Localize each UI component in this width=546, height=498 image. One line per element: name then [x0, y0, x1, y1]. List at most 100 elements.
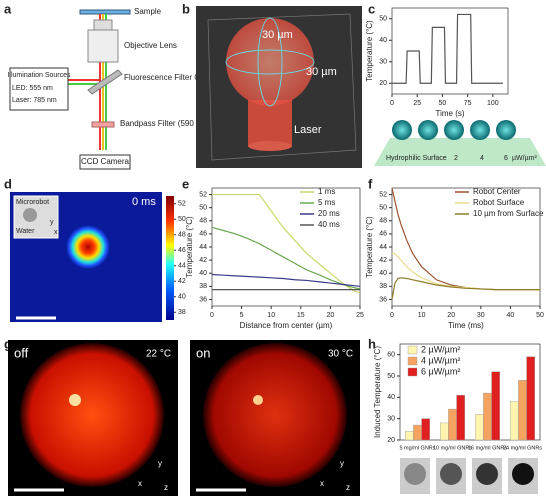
robot: [444, 120, 464, 140]
y-tick-label: 36: [379, 296, 387, 303]
legend-label: 2 µW/µm²: [421, 344, 460, 354]
legend-swatch: [407, 356, 418, 366]
line: [211, 273, 361, 287]
panel-label: f: [368, 176, 373, 191]
y-tick-label: 40: [199, 270, 207, 277]
speck: [69, 394, 81, 406]
bar: [510, 401, 519, 441]
legend-label: Robot Center: [473, 187, 521, 196]
label: Microrobot: [16, 199, 49, 206]
x-tick-label: 10: [418, 312, 426, 319]
y-tick-label: 50: [379, 205, 387, 212]
x-tick-label: 40: [507, 312, 515, 319]
label: Bandpass Filter (590 nm): [120, 119, 210, 128]
legend-label: 20 ms: [318, 209, 340, 218]
x-tick-label: 75: [464, 100, 472, 107]
x-tick-label: 15: [297, 312, 305, 319]
panel-label: a: [4, 1, 12, 16]
y-tick-label: 40: [387, 394, 395, 401]
x-tick-label: 20: [327, 312, 335, 319]
bar: [491, 371, 500, 441]
label: LED: 555 nm: [12, 85, 53, 92]
y-tick-label: 46: [199, 231, 207, 238]
label: 4: [480, 155, 484, 162]
y-tick-label: 20: [379, 80, 387, 87]
label: CCD Camera: [81, 157, 130, 166]
label: 22 °C: [146, 349, 171, 360]
legend-label: Robot Surface: [473, 198, 525, 207]
y-tick-label: 30: [387, 416, 395, 423]
y-axis-label: Temperature (°C): [365, 216, 374, 278]
y-tick-label: 48: [379, 218, 387, 225]
x-tick-label: 25: [356, 312, 364, 319]
x-tick-label: 30: [477, 312, 485, 319]
panel-label: b: [182, 1, 190, 16]
x-tick-label: 100: [487, 100, 499, 107]
x-tick-label: 10 mg/ml GNRs: [433, 445, 472, 451]
legend-swatch: [407, 367, 418, 377]
plot-frame: [211, 187, 361, 307]
label: Sample: [134, 7, 162, 16]
y-tick-label: 48: [199, 218, 207, 225]
x-tick-label: 5: [240, 312, 244, 319]
legend-label: 40 ms: [318, 220, 340, 229]
robot-image: [440, 463, 462, 485]
y-tick-label: 38: [379, 283, 387, 290]
speck: [253, 395, 263, 405]
x-axis-label: Time (ms): [448, 321, 484, 330]
x-tick-label: 5 mg/ml GNRs: [399, 445, 435, 451]
label: x: [138, 479, 142, 488]
bar: [440, 422, 449, 441]
y-tick-label: 50: [379, 16, 387, 23]
y-tick-label: 46: [379, 231, 387, 238]
robot-image: [404, 463, 426, 485]
label: 2: [454, 155, 458, 162]
plot-frame: [399, 343, 541, 441]
label: Hydrophilic Surface: [386, 155, 447, 162]
label: off: [14, 345, 29, 360]
x-tick-label: 0: [390, 312, 394, 319]
y-tick-label: 40: [379, 37, 387, 44]
plot-frame: [391, 7, 509, 95]
bar: [456, 395, 465, 441]
mesh: [225, 49, 315, 75]
y-axis-label: Temperature (°C): [365, 20, 374, 82]
y-tick-label: 44: [199, 244, 207, 251]
colorbar-tick-label: 52: [178, 201, 186, 208]
setup-diagram: Sample Objective Lens Fluorescence Filte…: [7, 7, 214, 170]
x-tick-label: 10: [267, 312, 275, 319]
fluorescence-panel: off 22 °C on 30 °C y x z y x z: [8, 340, 360, 496]
filter-cube: [87, 69, 123, 95]
line: [391, 277, 540, 300]
objective: [87, 29, 119, 63]
label: y: [50, 219, 54, 226]
label: Laser: [294, 124, 322, 136]
y-tick-label: 38: [199, 283, 207, 290]
robot-image: [476, 463, 498, 485]
label: µW/µm²: [512, 155, 537, 162]
mesh: [257, 17, 283, 107]
y-tick-label: 40: [379, 270, 387, 277]
label: Illumination Sources: [7, 72, 71, 79]
y-tick-label: 44: [379, 244, 387, 251]
robot: [496, 120, 516, 140]
x-tick-label: 0: [390, 100, 394, 107]
robot: [418, 120, 438, 140]
label: y: [158, 459, 162, 468]
x-axis-label: Time (s): [435, 109, 464, 118]
legend-label: 4 µW/µm²: [421, 355, 460, 365]
bar: [526, 356, 535, 441]
sphere: [226, 18, 314, 106]
y-tick-label: 42: [199, 257, 207, 264]
x-tick-label: 50: [439, 100, 447, 107]
colorbar-tick-label: 42: [178, 278, 186, 285]
camera-box: [79, 154, 131, 170]
laser-beam: [248, 141, 292, 151]
bar: [483, 392, 492, 441]
laser-beam: [248, 100, 292, 146]
y-tick-label: 60: [387, 352, 395, 359]
colorbar-tick-label: 38: [178, 309, 186, 316]
x-tick-label: 25: [413, 100, 421, 107]
x-tick-label: 24 mg/ml GNRs: [503, 445, 542, 451]
